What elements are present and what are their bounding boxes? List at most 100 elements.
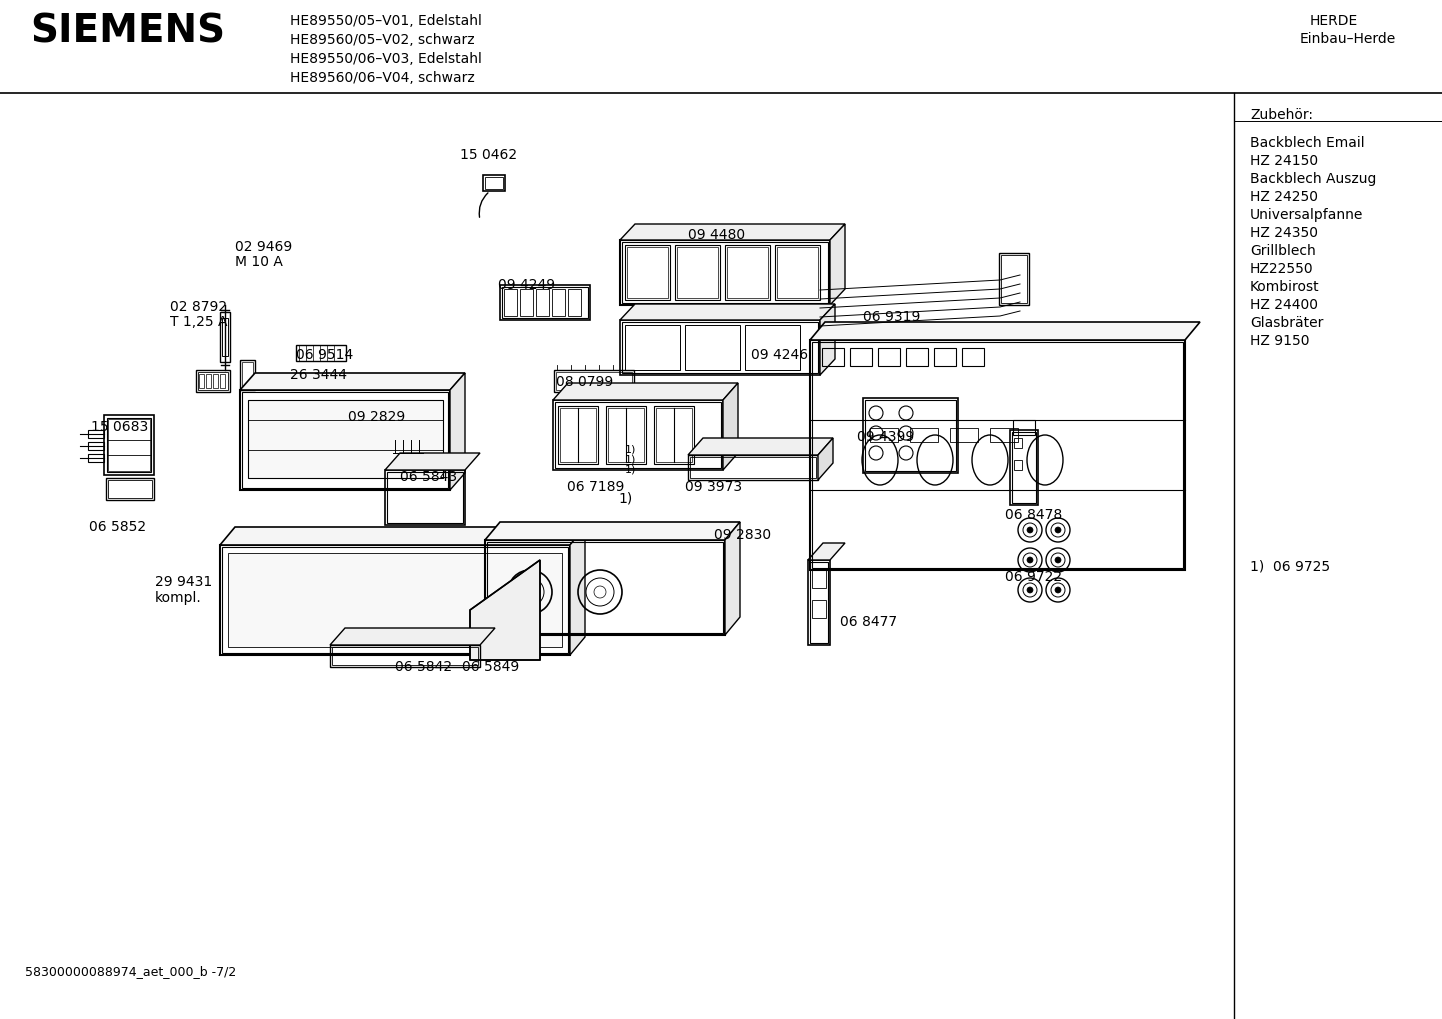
Bar [248,400,443,478]
Text: HERDE: HERDE [1309,14,1358,28]
Bar [487,542,722,633]
Text: 06 5852: 06 5852 [89,520,146,534]
Bar [221,312,231,362]
Bar [386,472,463,523]
Bar [910,428,937,442]
Bar [239,390,450,490]
Bar [962,348,983,366]
Bar [870,428,898,442]
Polygon shape [820,304,835,375]
Text: 06 9514: 06 9514 [296,348,353,362]
Bar [1009,430,1038,505]
Bar [812,342,1182,568]
Bar [688,455,818,480]
Bar [557,372,632,390]
Bar [242,392,448,488]
Bar [107,418,151,472]
Text: Grillblech: Grillblech [1250,244,1315,258]
Text: 1)  06 9725: 1) 06 9725 [1250,560,1330,574]
Text: Zubehör:: Zubehör: [1250,108,1314,122]
Polygon shape [688,438,833,455]
Bar [500,285,590,320]
Bar [656,408,692,462]
Bar [991,428,1018,442]
Bar [568,289,581,316]
Text: 15 0462: 15 0462 [460,148,518,162]
Bar [622,242,828,303]
Bar [505,289,518,316]
Bar [198,372,228,390]
Circle shape [1027,587,1032,593]
Bar [221,374,225,388]
Text: kompl.: kompl. [154,591,202,605]
Text: HZ 24350: HZ 24350 [1250,226,1318,240]
Bar [485,540,725,635]
Text: 58300000088974_aet_000_b -7/2: 58300000088974_aet_000_b -7/2 [25,965,236,978]
Text: HZ 24250: HZ 24250 [1250,190,1318,204]
Bar [196,370,231,392]
Bar [104,415,154,475]
Text: 1): 1) [624,465,636,475]
Text: 09 4249: 09 4249 [497,278,555,292]
Bar [222,318,228,356]
Bar [221,545,570,655]
Bar [536,289,549,316]
Bar [609,408,645,462]
Bar [502,287,588,318]
Bar [774,245,820,300]
Text: 08 0799: 08 0799 [557,375,613,389]
Circle shape [1027,557,1032,564]
Text: 09 4246: 09 4246 [751,348,808,362]
Text: 02 8792: 02 8792 [170,300,228,314]
Text: 1): 1) [624,445,636,455]
Bar [108,419,150,471]
Text: 02 9469: 02 9469 [235,240,293,254]
Polygon shape [330,628,495,645]
Bar [627,247,668,298]
Bar [810,340,1185,570]
Polygon shape [808,543,845,560]
Text: 06 9722: 06 9722 [1005,570,1063,584]
Circle shape [1056,527,1061,533]
Text: Backblech Auszug: Backblech Auszug [1250,172,1376,186]
Bar [878,348,900,366]
Text: 06 8477: 06 8477 [841,615,897,629]
Bar [559,408,596,462]
Polygon shape [831,224,845,305]
Bar [239,360,255,390]
Bar [812,570,826,588]
Bar [999,253,1030,305]
Text: 09 3973: 09 3973 [685,480,743,494]
Polygon shape [722,383,738,470]
Text: Glasbräter: Glasbräter [1250,316,1324,330]
Bar [108,480,151,498]
Bar [812,600,826,618]
Bar [849,348,872,366]
Bar [222,547,568,653]
Bar [620,240,831,305]
Bar [620,320,820,375]
Bar [213,374,218,388]
Text: Universalpfanne: Universalpfanne [1250,208,1363,222]
Bar [1012,432,1035,503]
Bar [725,245,770,300]
Bar [296,345,346,361]
Polygon shape [221,527,585,545]
Bar [521,289,534,316]
Text: HZ 24150: HZ 24150 [1250,154,1318,168]
Polygon shape [620,304,835,320]
Text: 06 5849: 06 5849 [461,660,519,674]
Bar [950,428,978,442]
Bar [691,457,816,478]
Text: HZ 24400: HZ 24400 [1250,298,1318,312]
Bar [675,245,720,300]
Bar [88,430,104,438]
Text: 09 2830: 09 2830 [714,528,771,542]
Polygon shape [485,522,740,540]
Bar [483,175,505,191]
Bar [746,325,800,370]
Polygon shape [239,373,464,390]
Bar [606,406,646,464]
Text: 09 4480: 09 4480 [688,228,746,242]
Text: 09 4399: 09 4399 [857,430,914,444]
